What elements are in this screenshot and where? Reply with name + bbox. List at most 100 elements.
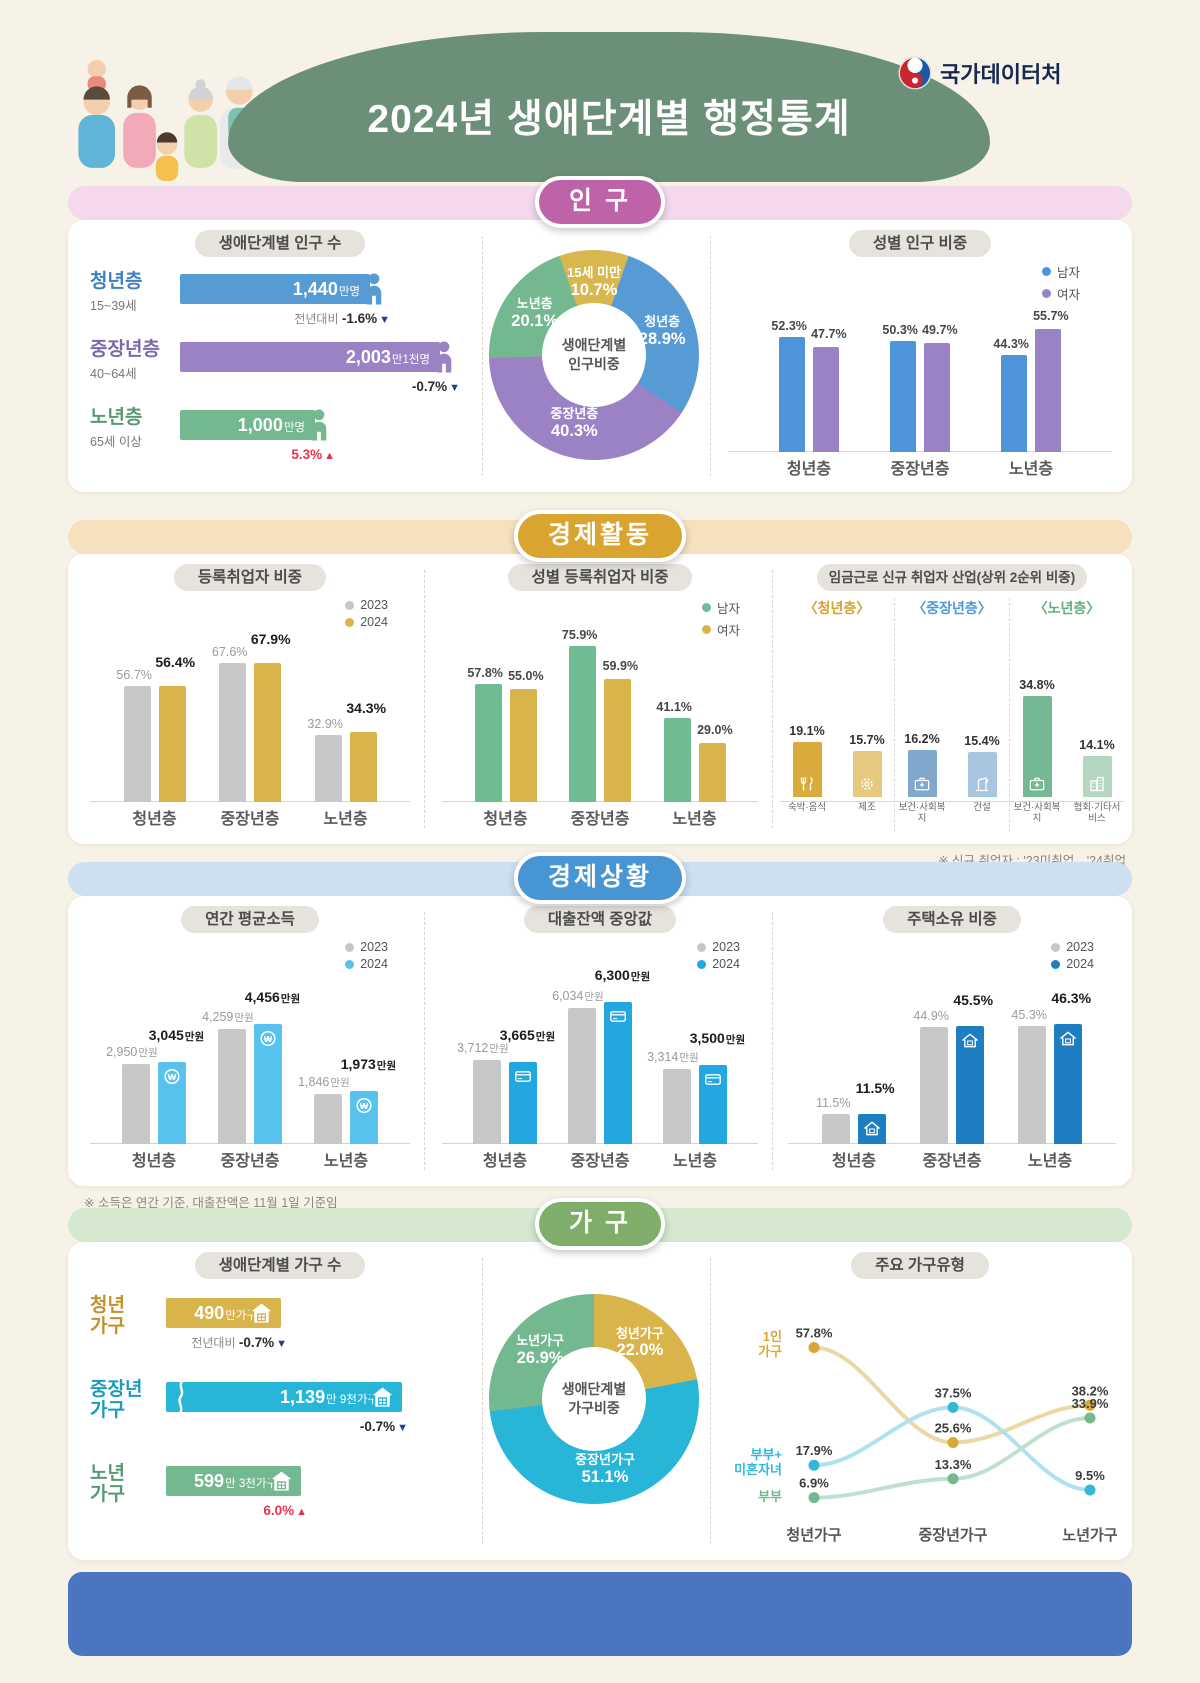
- person-icon: [309, 409, 329, 442]
- industry-name: 숙박·음식: [787, 802, 827, 813]
- count-row-1: 중장년 가구 1,139 만 9천가구 -0.7% ▼: [84, 1379, 476, 1464]
- count-row-0: 청년층 15~39세 1,440 만명 전년대비 -1.6% ▼: [84, 271, 476, 340]
- category-label: 청년층: [786, 461, 832, 478]
- panel-title-employment: 등록취업자 비중: [173, 564, 327, 591]
- agency-logo-text: 국가데이터처: [940, 62, 1062, 87]
- chart-group-0: 52.3% 47.7% 청년층: [771, 317, 846, 482]
- legend-gender-employment: 남자 여자: [701, 598, 740, 639]
- bar-value-label: 59.9%: [602, 659, 639, 673]
- bar-value-label: 14.1%: [1079, 738, 1115, 752]
- legend-dot: [701, 603, 711, 612]
- activity-card: 등록취업자 비중 2023 2024 56.7% 56.4% 청년층 67.6% 67.…: [68, 554, 1132, 844]
- population-card: 생애단계별 인구 수 청년층 15~39세 1,440 만명 전년대비 -1.6% ▼ 중장…: [68, 220, 1132, 492]
- divider: [424, 912, 425, 1170]
- bar-series0: 56.7%: [116, 668, 152, 802]
- bar-value-label: 16.2%: [904, 732, 940, 746]
- svg-text:17.9%: 17.9%: [796, 1443, 833, 1458]
- bar-series0: 3,314만원: [647, 1050, 699, 1144]
- chart-group-2: 44.3% 55.7% 노년층: [993, 309, 1068, 482]
- scale-break-mark: [175, 1380, 187, 1419]
- industry-bar: 16.2%: [904, 732, 940, 797]
- industry-bar: 19.1%: [789, 724, 825, 797]
- bar-series1: 45.5%: [953, 992, 993, 1144]
- legend-item: 2023: [345, 940, 388, 954]
- legend-dot: [1051, 959, 1061, 969]
- donut-slice-label: 15세 미만 10.7%: [567, 265, 621, 299]
- bar-series0: 11.5%: [816, 1096, 850, 1144]
- bar-value-label: 49.7%: [922, 323, 958, 337]
- industry-chart: 〈청년층〉 19.1% 숙박·음식 15.7% 제조 〈중장년층〉 16.2% 보건·사회복지…: [780, 598, 1124, 832]
- chart-group-0: 3,712만원 3,665만원 청년층: [457, 994, 555, 1174]
- bar-series1: 4,456만원 ₩: [245, 989, 300, 1144]
- legend-label: 2024: [360, 957, 388, 971]
- chart-baseline: [728, 451, 1112, 452]
- bar-series0: 3,712만원: [457, 1041, 509, 1144]
- industry-group-1: 〈중장년층〉 16.2% 보건·사회복지 15.4% 건설: [894, 598, 1009, 832]
- category-label: 노년층: [323, 811, 368, 828]
- bar-value-label: 6,034만원: [552, 989, 604, 1003]
- bar-value-label: 47.7%: [811, 327, 847, 341]
- industry-group-label: 〈청년층〉: [803, 600, 871, 616]
- building-icon: [1089, 776, 1105, 792]
- bar-value-label: 1,973만원: [340, 1056, 397, 1072]
- bar-value-label: 75.9%: [561, 628, 598, 642]
- series-label-2: 부부: [758, 1488, 782, 1504]
- category-label: 중장년층: [220, 1153, 280, 1170]
- bar-series0: 44.9%: [913, 1009, 949, 1144]
- chart-group-1: 44.9% 45.5% 중장년층: [913, 992, 993, 1174]
- industry-baseline: [780, 801, 1124, 802]
- bar-value-label: 32.9%: [307, 717, 343, 731]
- chart-group-0: 2,950만원 3,045만원 ₩ 청년층: [106, 994, 204, 1174]
- bar-value-label: 19.1%: [789, 724, 825, 738]
- panel-title-housing: 주택소유 비중: [883, 906, 1021, 933]
- bar-value-label: 41.1%: [656, 700, 692, 714]
- bar-series1: 49.7%: [922, 323, 958, 452]
- panel-title-gender-share: 성별 인구 비중: [848, 230, 992, 257]
- bar-value-label: 3,314만원: [647, 1050, 699, 1064]
- bar-value-label: 67.6%: [211, 645, 248, 659]
- bar-series0: 67.6%: [212, 645, 247, 802]
- employment-chart: 56.7% 56.4% 청년층 67.6% 67.9% 중장년층 32.9% 34.3% 노년층: [90, 631, 410, 832]
- series-label-0: 1인 가구: [758, 1329, 782, 1360]
- section-badge-activity: 경제활동: [513, 510, 687, 562]
- legend-dot: [701, 625, 711, 634]
- panel-title-population-count: 생애단계별 인구 수: [194, 230, 366, 257]
- svg-text:청년가구: 청년가구: [786, 1527, 841, 1544]
- change-label: 전년대비 -0.7% ▼: [191, 1335, 287, 1350]
- divider: [482, 236, 483, 476]
- bar-series1: 56.4%: [155, 654, 195, 802]
- household-share-donut: 청년가구 22.0% 중장년가구 51.1% 노년가구 26.9% 생애단계별 가구비중: [489, 1294, 699, 1504]
- category-label: 노년층: [1008, 461, 1054, 478]
- legend-item: 남자: [1041, 262, 1080, 281]
- series-label-1: 부부+ 미혼자녀: [734, 1447, 782, 1478]
- svg-text:6.9%: 6.9%: [799, 1476, 829, 1491]
- construction-icon: [974, 776, 990, 792]
- bar-value-label: 3,712만원: [457, 1041, 509, 1055]
- panel-employment: 등록취업자 비중 2023 2024 56.7% 56.4% 청년층 67.6% 67.…: [82, 554, 418, 844]
- count-row-2: 노년 가구 599 만 3천가구 6.0% ▲: [84, 1463, 476, 1548]
- bar-series1: 29.0%: [697, 723, 733, 802]
- category-label: 중장년층: [922, 1153, 982, 1170]
- category-label: 중장년층: [570, 811, 630, 828]
- change-label: 6.0% ▲: [263, 1503, 307, 1518]
- won-icon: ₩: [260, 1030, 277, 1047]
- legend-housing: 2023 2024: [1051, 940, 1094, 971]
- panel-housing: 주택소유 비중 2023 2024 11.5% 11.5% 청년층 44.9% 45.5…: [780, 896, 1124, 1186]
- category-label: 중장년층: [890, 461, 950, 478]
- bar-series0: 45.3%: [1011, 1008, 1047, 1144]
- divider: [772, 570, 773, 828]
- legend-item: 여자: [1041, 284, 1080, 303]
- donut-center-label: 생애단계별 인구비중: [542, 303, 646, 407]
- svg-text:₩: ₩: [264, 1034, 273, 1044]
- bar-value-label: 45.5%: [953, 992, 994, 1008]
- legend-label: 여자: [716, 624, 740, 638]
- bar-value-label: 44.3%: [993, 337, 1029, 351]
- bar-series1: 6,300만원: [595, 967, 650, 1144]
- bar-value-label: 29.0%: [697, 723, 733, 737]
- count-bar-value: 1,000 만명: [237, 414, 305, 435]
- panel-title-industry: 임금근로 신규 취업자 산업(상위 2순위 비중): [816, 564, 1088, 591]
- category-label: 중장년층: [570, 1153, 630, 1170]
- bar-series1: 55.0%: [508, 669, 544, 802]
- legend-gender: 남자 여자: [1041, 262, 1080, 303]
- legend-dot: [697, 959, 707, 969]
